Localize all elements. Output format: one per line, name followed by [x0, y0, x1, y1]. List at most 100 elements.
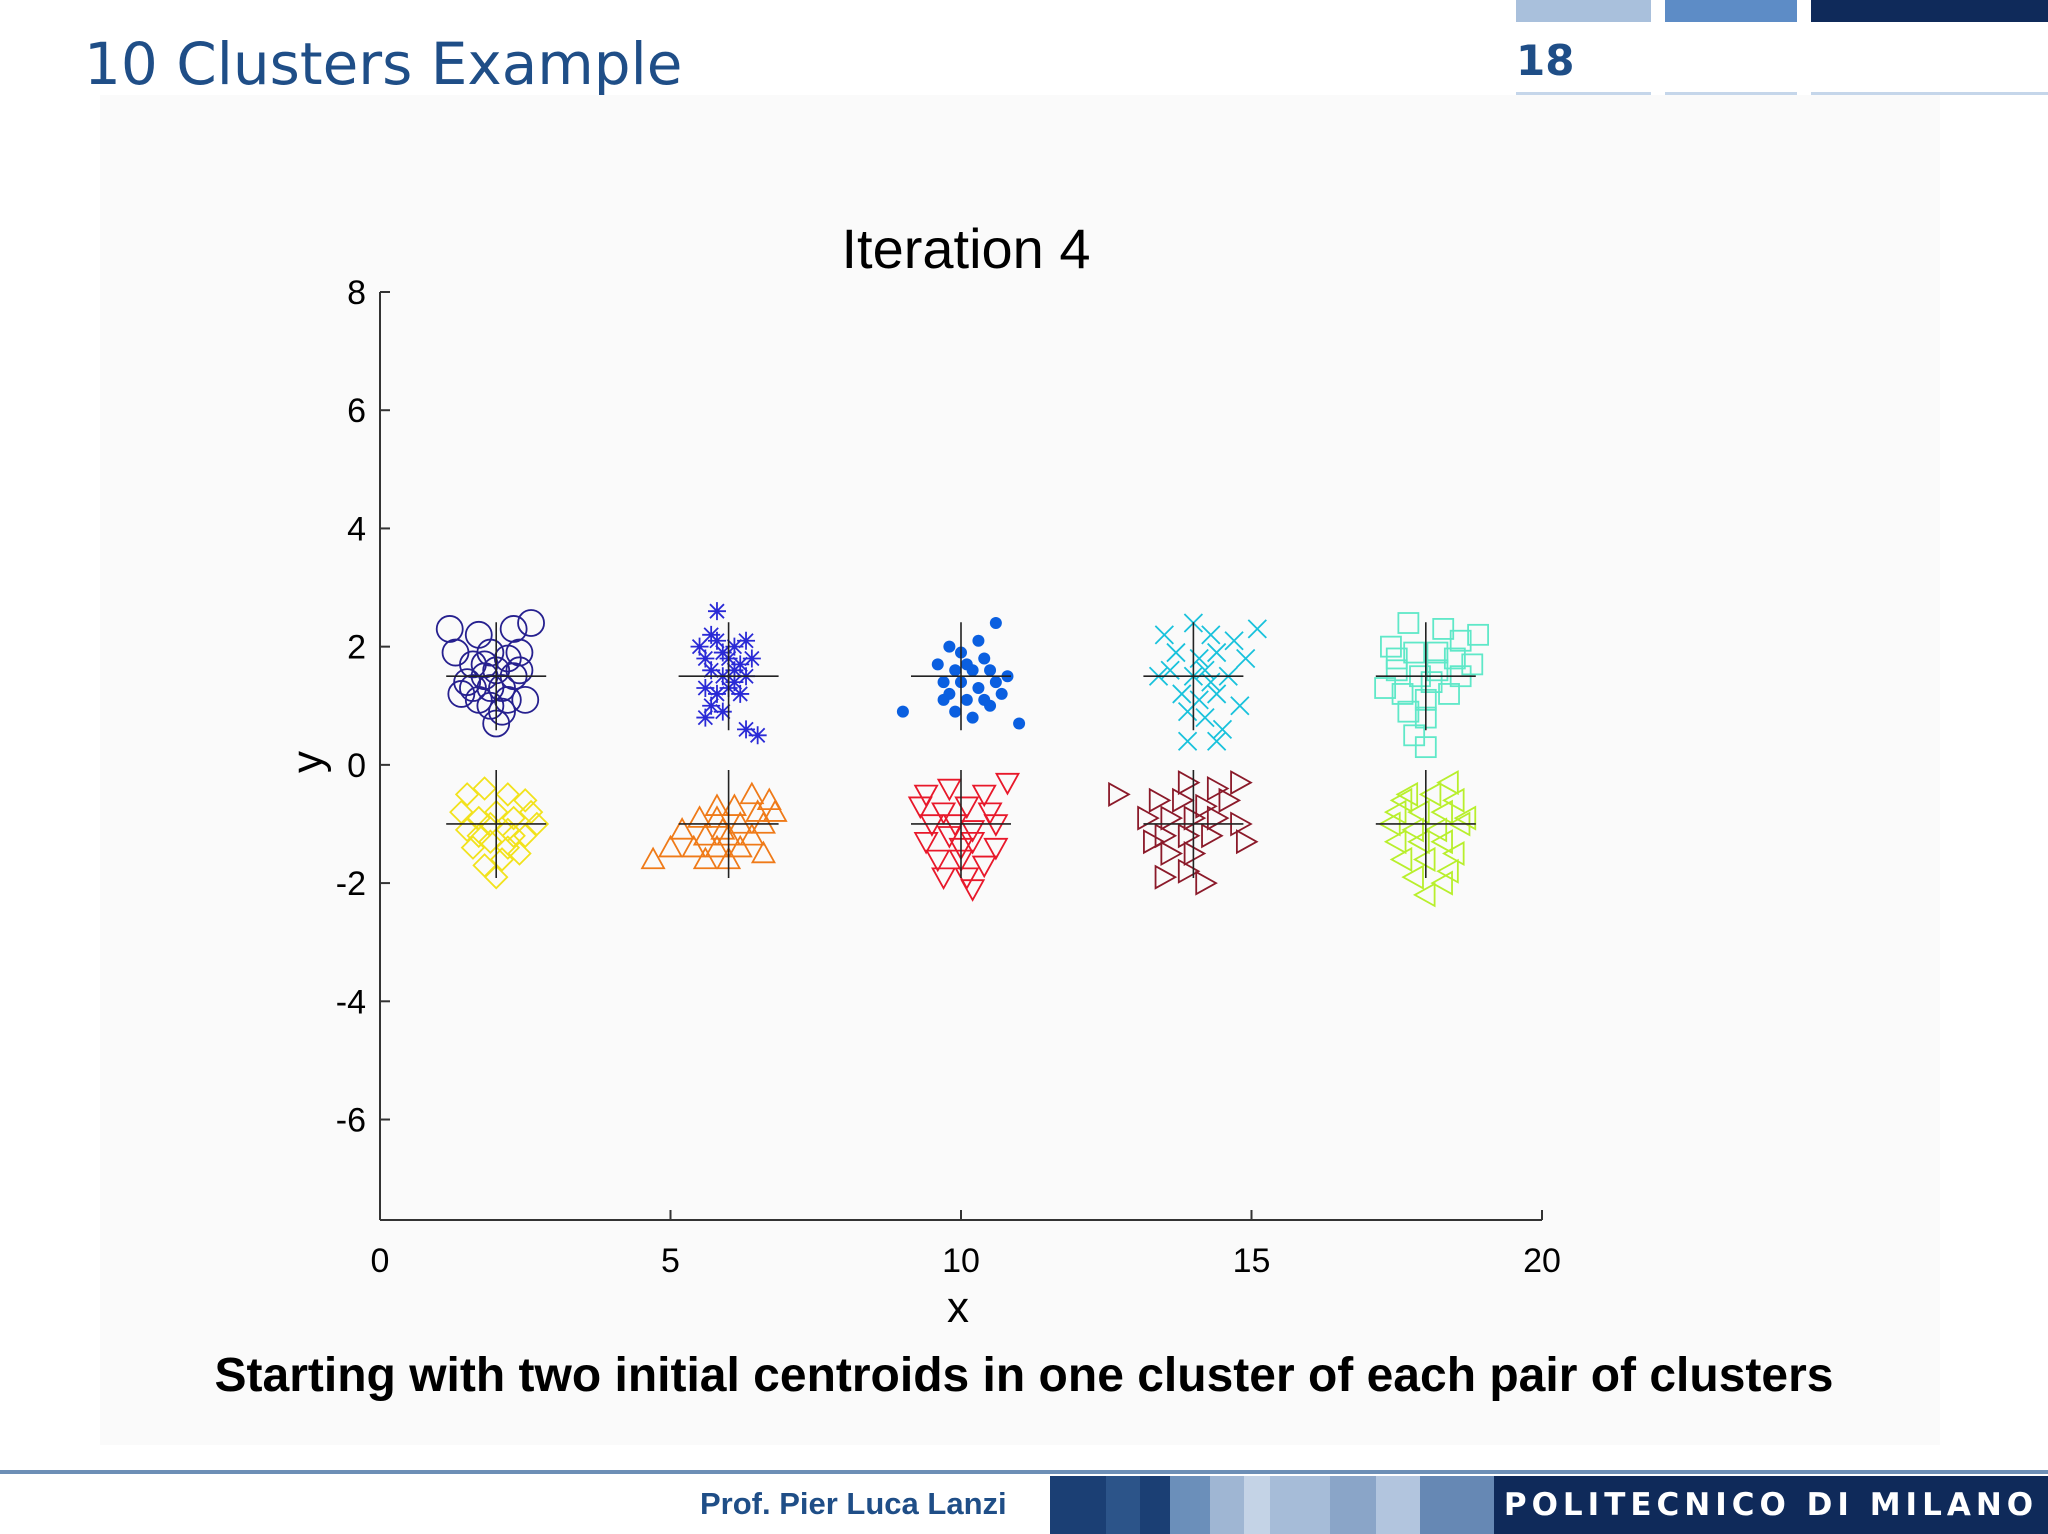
data-point	[476, 674, 505, 702]
data-point	[1407, 799, 1430, 825]
data-point	[704, 805, 730, 828]
x-axis-label: x	[947, 1283, 969, 1332]
data-point	[1374, 677, 1397, 699]
data-point	[1160, 840, 1184, 867]
data-point	[1441, 787, 1465, 813]
data-point	[687, 805, 713, 828]
centroid-marker	[1375, 622, 1476, 731]
data-point	[983, 837, 1009, 861]
data-point	[707, 684, 726, 703]
data-point	[1166, 642, 1186, 663]
data-point	[1177, 731, 1198, 751]
data-point	[1195, 707, 1215, 728]
data-point	[1426, 659, 1449, 682]
data-point	[972, 634, 985, 647]
data-point	[1195, 870, 1218, 896]
data-point	[472, 776, 497, 801]
data-point	[1380, 635, 1402, 658]
data-point	[1449, 629, 1472, 652]
data-point	[460, 835, 486, 860]
data-point	[907, 796, 933, 820]
data-point	[931, 802, 957, 826]
data-point	[949, 705, 962, 718]
data-point	[742, 649, 761, 668]
data-point	[1201, 823, 1224, 849]
data-point	[478, 829, 503, 854]
data-point	[1108, 781, 1131, 807]
data-point	[1206, 775, 1230, 802]
data-point	[478, 811, 503, 837]
data-point	[1383, 799, 1407, 825]
data-point	[1383, 829, 1407, 855]
data-point	[966, 711, 979, 724]
data-point	[931, 658, 944, 671]
footer-stripes	[1050, 1476, 1494, 1534]
data-point	[1235, 829, 1259, 855]
data-point	[1461, 653, 1484, 676]
data-point	[1430, 799, 1453, 825]
data-point	[1420, 671, 1443, 694]
data-point	[756, 787, 782, 811]
data-point	[1154, 625, 1174, 645]
data-point	[466, 805, 492, 831]
data-marks	[435, 602, 1489, 908]
data-point	[737, 631, 756, 650]
data-point	[1414, 736, 1437, 759]
data-point	[971, 784, 997, 808]
data-point	[1426, 641, 1449, 664]
data-point	[464, 620, 493, 649]
data-point	[1218, 787, 1242, 813]
data-point	[1397, 700, 1420, 723]
data-point	[937, 676, 950, 689]
data-point	[1154, 823, 1178, 849]
data-point	[727, 834, 753, 858]
data-point	[989, 617, 1002, 630]
data-point	[737, 720, 756, 739]
data-point	[1412, 846, 1436, 872]
data-point	[1207, 684, 1227, 704]
data-point	[524, 811, 550, 837]
data-point	[960, 820, 986, 843]
data-point	[1206, 805, 1230, 831]
data-point	[512, 788, 538, 813]
data-point	[1177, 858, 1201, 884]
data-point	[640, 846, 666, 870]
data-point	[1236, 648, 1256, 669]
data-point	[978, 652, 991, 665]
data-point	[681, 834, 707, 858]
data-point	[1207, 731, 1227, 751]
centroid-marker	[911, 769, 1011, 878]
data-point	[1148, 787, 1172, 813]
data-point	[1403, 641, 1426, 664]
data-point	[725, 673, 744, 692]
chart-title: Iteration 4	[841, 217, 1090, 280]
data-point	[748, 726, 767, 745]
data-point	[762, 799, 788, 822]
data-point	[913, 784, 939, 808]
data-point	[1201, 625, 1221, 645]
data-point	[1224, 631, 1244, 651]
author-name: Prof. Pier Luca Lanzi	[700, 1486, 1007, 1521]
data-point	[1172, 684, 1192, 704]
page-number: 18	[1516, 36, 1575, 85]
data-point	[1247, 619, 1267, 639]
institution-logo: POLITECNICO DI MILANO	[1494, 1476, 2048, 1534]
data-point	[690, 637, 709, 656]
data-point	[913, 832, 939, 855]
y-tick-label: -4	[336, 983, 366, 1021]
data-point	[960, 879, 986, 902]
y-tick-label: -2	[336, 865, 366, 903]
x-tick-label: 15	[1233, 1242, 1271, 1280]
data-point	[972, 682, 985, 695]
data-point	[1385, 647, 1408, 670]
data-point	[1430, 870, 1453, 896]
data-point	[936, 778, 962, 802]
data-point	[1403, 724, 1426, 747]
header-decoration	[1516, 0, 2048, 100]
data-point	[960, 832, 986, 855]
data-point	[507, 841, 532, 866]
data-point	[495, 782, 521, 807]
data-point	[518, 799, 544, 825]
data-point	[505, 638, 534, 667]
data-point	[937, 693, 950, 706]
